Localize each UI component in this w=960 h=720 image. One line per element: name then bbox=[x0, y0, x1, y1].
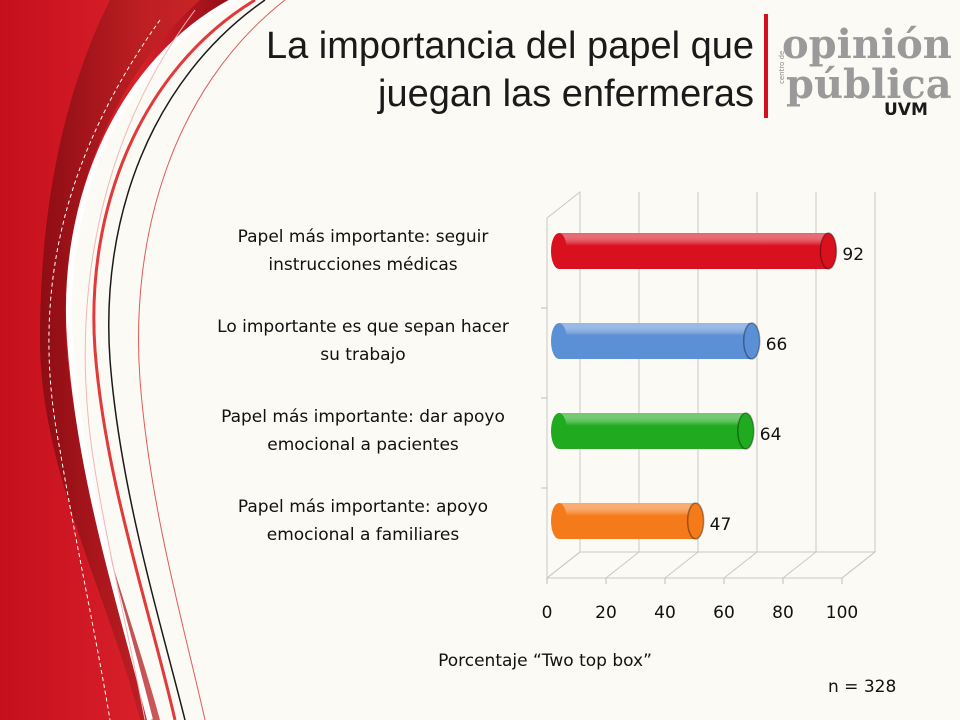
category-label: Papel más importante: dar apoyo emocional… bbox=[198, 403, 528, 459]
x-tick-label: 100 bbox=[826, 603, 858, 623]
bar bbox=[551, 322, 761, 360]
title-line-2: juegan las enfermeras bbox=[378, 73, 754, 115]
bar bbox=[551, 232, 838, 270]
x-tick-label: 60 bbox=[713, 603, 735, 623]
x-tick-label: 40 bbox=[654, 603, 676, 623]
grid-floor-line bbox=[664, 551, 699, 579]
x-tick-label: 20 bbox=[595, 603, 617, 623]
bar-end-cap bbox=[737, 412, 755, 450]
chart-floor bbox=[545, 551, 877, 579]
logo-side-text: centro de bbox=[778, 51, 786, 84]
grid-floor-line bbox=[723, 551, 758, 579]
bar-body bbox=[559, 503, 696, 539]
data-label: 64 bbox=[760, 425, 782, 445]
logo-word-1: opinión bbox=[782, 21, 952, 68]
page-title: La importancia del papel que juegan las … bbox=[266, 22, 754, 118]
grid-floor-line bbox=[605, 551, 640, 579]
category-label: Lo importante es que sepan hacer su traba… bbox=[198, 313, 528, 369]
x-tick-label: 80 bbox=[772, 603, 794, 623]
bar-body bbox=[559, 233, 829, 269]
bar-body bbox=[559, 413, 746, 449]
title-line-1: La importancia del papel que bbox=[265, 25, 754, 67]
data-label: 47 bbox=[710, 515, 732, 535]
data-label: 92 bbox=[842, 245, 864, 265]
grid-floor-line bbox=[841, 551, 876, 579]
category-label-line: emocional a pacientes bbox=[267, 435, 459, 455]
bar-start-cap bbox=[551, 413, 567, 449]
category-label-line: Lo importante es que sepan hacer bbox=[217, 317, 509, 337]
bar-end-cap bbox=[742, 322, 761, 360]
logo-org: UVM bbox=[884, 100, 928, 120]
dark-swirl bbox=[40, 0, 200, 720]
category-label-line: Papel más importante: apoyo bbox=[237, 497, 489, 517]
data-label: 66 bbox=[766, 335, 788, 355]
opinion-publica-logo: opinión pública centro de UVM bbox=[764, 14, 952, 120]
bar-end-cap bbox=[686, 502, 705, 540]
logo-red-bar bbox=[764, 14, 768, 118]
bar bbox=[551, 412, 755, 450]
category-label: Papel más importante: seguir instruccione… bbox=[198, 223, 528, 279]
logo-word-2: pública bbox=[786, 61, 952, 108]
category-label: Papel más importante: apoyo emocional a f… bbox=[198, 493, 528, 549]
bar-start-cap bbox=[551, 503, 567, 539]
category-label-line: Papel más importante: seguir bbox=[237, 227, 489, 247]
category-label-line: Papel más importante: dar apoyo bbox=[221, 407, 505, 427]
chart-x-ticks: 0 20 40 60 80 100 bbox=[542, 603, 859, 623]
bar-body bbox=[559, 323, 752, 359]
category-label-line: emocional a familiares bbox=[266, 525, 460, 545]
chart-bars bbox=[551, 232, 838, 540]
grid-floor-line bbox=[782, 551, 817, 579]
bar bbox=[551, 502, 705, 540]
bar-start-cap bbox=[551, 323, 567, 359]
category-label-line: su trabajo bbox=[320, 345, 406, 365]
sample-size-label: n = 328 bbox=[828, 677, 897, 697]
chart-data-labels: 92 66 64 47 bbox=[710, 245, 864, 535]
x-axis-title: Porcentaje “Two top box” bbox=[438, 651, 652, 671]
category-label-line: instrucciones médicas bbox=[268, 255, 458, 275]
bar-start-cap bbox=[551, 233, 567, 269]
x-tick-label: 0 bbox=[542, 603, 553, 623]
bar-end-cap bbox=[819, 232, 838, 270]
